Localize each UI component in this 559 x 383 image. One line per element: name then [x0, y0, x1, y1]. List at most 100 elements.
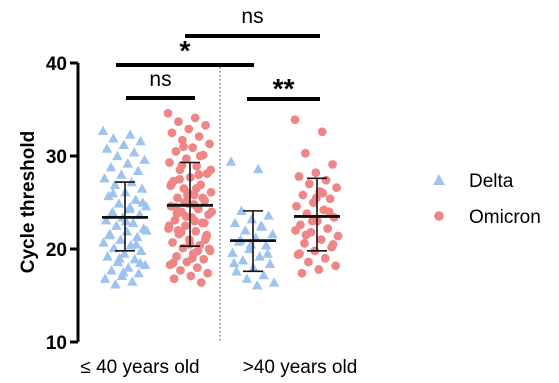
data-point-omicron: [194, 132, 204, 141]
y-axis-title: Cycle threshold: [18, 131, 39, 274]
data-point-omicron: [204, 244, 214, 254]
data-point-delta: [102, 251, 113, 261]
legend-label: Delta: [469, 171, 514, 192]
data-point-delta: [116, 169, 127, 179]
data-point-delta: [103, 190, 114, 201]
group-label: ≤ 40 years old: [80, 357, 199, 378]
y-tick-label: 40: [46, 54, 67, 75]
data-point-omicron: [207, 207, 217, 217]
data-point-omicron: [163, 108, 173, 118]
legend: Delta Omicron: [433, 171, 541, 228]
data-point-omicron: [175, 174, 184, 184]
data-point-delta: [105, 161, 117, 172]
comparison-label: ns: [149, 68, 171, 91]
data-point-delta: [225, 156, 237, 166]
data-point-delta: [107, 188, 119, 198]
axes: 10 20 30 40 Cycle threshold ≤ 40 years old >40…: [18, 54, 357, 378]
data-point-delta: [98, 237, 109, 247]
data-point-delta: [263, 210, 274, 220]
data-point-omicron: [304, 257, 313, 267]
data-point-delta: [108, 133, 119, 143]
data-point-omicron: [193, 246, 203, 256]
data-point-omicron: [206, 187, 216, 197]
data-point-delta: [135, 135, 146, 146]
data-point-delta: [130, 194, 141, 204]
data-point-omicron: [199, 254, 209, 264]
data-point-delta: [124, 201, 136, 212]
data-point-omicron: [179, 142, 188, 152]
data-point-omicron: [331, 261, 341, 271]
data-point-delta: [136, 183, 148, 193]
plot-marks: [97, 108, 343, 290]
data-point-delta: [99, 273, 111, 283]
data-point-omicron: [320, 253, 330, 263]
data-point-omicron: [171, 146, 181, 156]
data-point-omicron: [300, 239, 309, 248]
data-point-delta: [119, 248, 130, 258]
data-point-delta: [264, 258, 276, 269]
data-point-delta: [112, 150, 123, 161]
data-point-omicron: [292, 201, 301, 211]
data-point-omicron: [167, 128, 177, 138]
data-point-omicron: [169, 274, 179, 284]
data-point-omicron: [191, 226, 201, 236]
data-point-delta: [246, 214, 257, 224]
data-point-delta: [121, 226, 133, 236]
y-tick-label: 20: [46, 240, 67, 261]
data-point-omicron: [180, 221, 190, 231]
data-point-delta: [133, 267, 144, 278]
data-point-omicron: [177, 135, 187, 145]
data-point-delta: [114, 253, 125, 263]
data-point-omicron: [173, 193, 182, 203]
data-point-omicron: [328, 159, 337, 169]
data-point-delta: [241, 273, 253, 283]
data-point-omicron: [192, 161, 202, 171]
data-point-delta: [103, 229, 115, 240]
data-point-delta: [111, 220, 122, 230]
data-point-delta: [141, 225, 152, 235]
data-point-delta: [231, 266, 242, 276]
legend-marker-delta: [433, 174, 445, 185]
data-point-omicron: [325, 194, 335, 204]
data-point-omicron: [206, 165, 216, 175]
data-point-omicron: [172, 252, 181, 261]
data-point-delta: [128, 147, 140, 157]
data-point-omicron: [311, 168, 321, 178]
data-point-delta: [106, 265, 117, 275]
data-point-omicron: [316, 235, 326, 245]
data-point-omicron: [172, 209, 182, 219]
data-point-delta: [237, 254, 249, 265]
data-point-delta: [131, 239, 142, 249]
data-point-delta: [235, 234, 246, 244]
data-point-delta: [115, 234, 126, 244]
data-point-delta: [120, 215, 132, 226]
data-point-omicron: [321, 175, 331, 185]
data-point-delta: [254, 251, 265, 261]
data-point-omicron: [323, 224, 333, 233]
data-point-omicron: [184, 124, 194, 134]
data-point-delta: [124, 129, 136, 139]
data-point-omicron: [176, 227, 186, 237]
data-point-delta: [137, 197, 148, 207]
data-point-delta: [123, 262, 134, 272]
data-point-delta: [99, 173, 110, 183]
data-point-omicron: [192, 263, 202, 272]
data-point-delta: [240, 225, 251, 235]
data-point-omicron: [168, 258, 178, 268]
data-point-omicron: [324, 207, 334, 217]
data-point-delta: [132, 165, 144, 176]
data-point-omicron: [196, 278, 206, 287]
data-point-omicron: [190, 113, 200, 123]
data-point-delta: [236, 205, 247, 216]
data-point-omicron: [181, 212, 191, 221]
data-point-omicron: [300, 148, 310, 158]
data-point-omicron: [294, 172, 304, 181]
data-point-omicron: [176, 265, 185, 275]
comparison-label: *: [180, 35, 191, 66]
data-point-delta: [139, 154, 150, 164]
data-point-delta: [128, 217, 139, 228]
data-point-delta: [97, 125, 109, 136]
comparison-label: **: [273, 73, 295, 104]
data-point-delta: [108, 242, 120, 253]
